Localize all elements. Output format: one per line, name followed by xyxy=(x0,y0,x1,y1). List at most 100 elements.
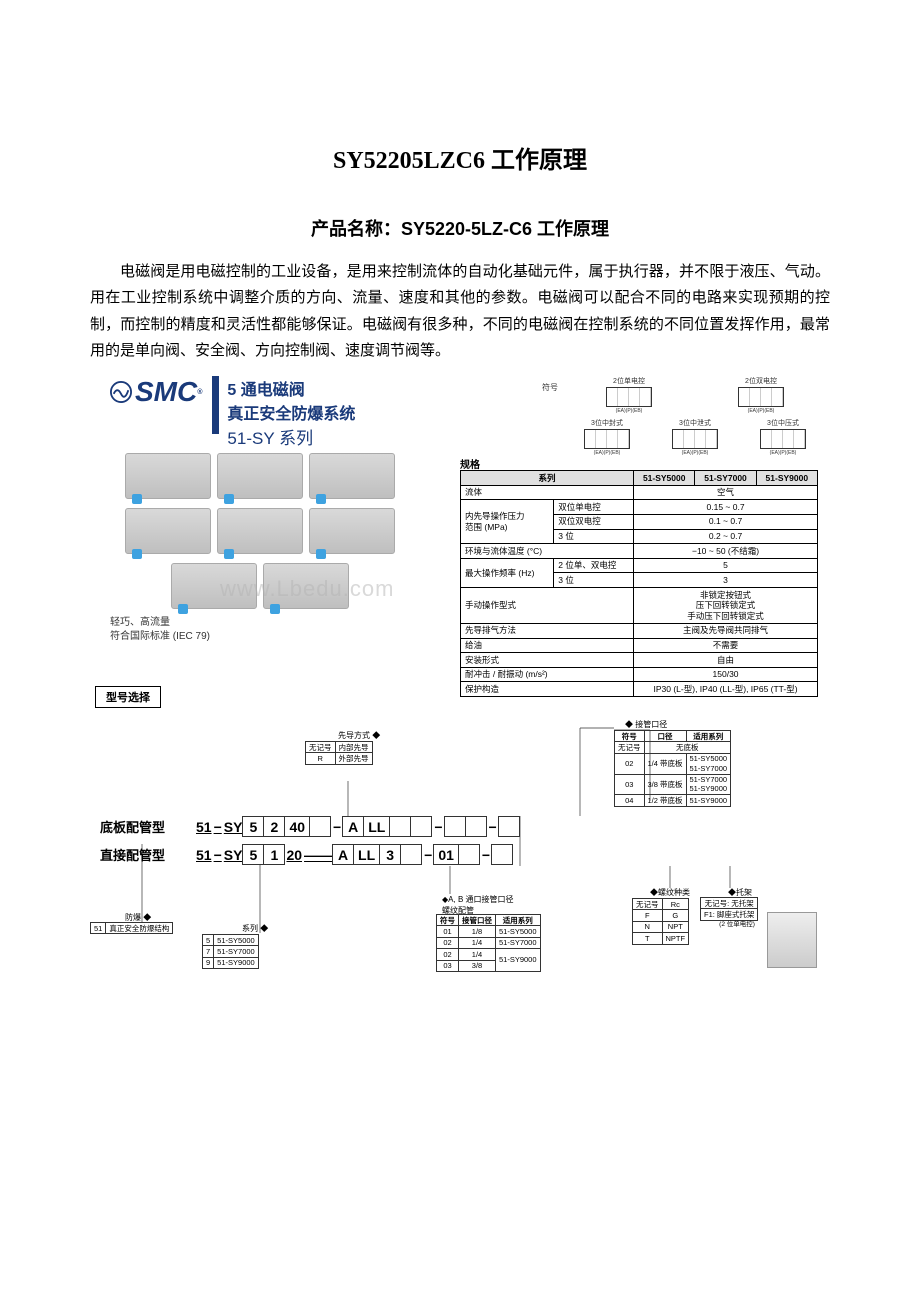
spec-col-3: 51-SY9000 xyxy=(756,471,817,486)
cell: 02 xyxy=(615,753,645,774)
spec-heading: 规格 xyxy=(460,456,480,471)
spec-cell: 0.2 ~ 0.7 xyxy=(634,529,818,544)
valve-icon xyxy=(217,508,303,554)
spec-cell: 内先导操作压力 范围 (MPa) xyxy=(461,500,554,544)
seg: 40 xyxy=(284,816,310,837)
table-thread: 无记号Rc FG NNPT TNPTF xyxy=(632,898,689,945)
cell: 51-SY9000 xyxy=(686,795,731,806)
table-pilot: 无记号内部先导 R外部先导 xyxy=(305,741,373,765)
cell: (2 位单电控) xyxy=(701,920,758,930)
seg: LL xyxy=(353,844,380,865)
seg: 5 xyxy=(242,844,264,865)
seg: —— xyxy=(303,845,333,865)
cell: 1/4 xyxy=(459,949,496,960)
spec-col-2: 51-SY7000 xyxy=(695,471,756,486)
cell: F xyxy=(633,910,663,921)
spec-cell: 3 xyxy=(634,573,818,588)
table-series: 551-SY5000 751-SY7000 951-SY9000 xyxy=(202,934,259,969)
spec-cell: 非锁定按钮式 压下回转锁定式 手动压下回转锁定式 xyxy=(634,588,818,624)
model-row-direct: 直接配管型 51 − SY 5 1 20 —— A LL 3 − 01 − xyxy=(100,844,513,865)
photo-caption-1: 轻巧、高流量 xyxy=(110,616,210,630)
seg xyxy=(458,844,480,865)
cell: 01 xyxy=(437,926,459,937)
spec-cell: 最大操作频率 (Hz) xyxy=(461,558,554,587)
cell: 口径 xyxy=(644,731,686,742)
spec-cell: 耐冲击 / 耐振动 (m/s²) xyxy=(461,667,634,682)
spec-cell: 先导排气方法 xyxy=(461,623,634,638)
cell: 无记号 xyxy=(633,899,663,910)
cell: 51-SY9000 xyxy=(496,949,541,972)
table-bore: 符号口径适用系列 无记号无底板 021/4 带底板51-SY5000 51-SY… xyxy=(614,730,731,807)
cell: 无记号 xyxy=(615,742,645,753)
brand-line-3: 51-SY 系列 xyxy=(227,424,355,449)
main-title: SY52205LZC6 工作原理 xyxy=(90,140,830,175)
seg: A xyxy=(342,816,364,837)
sym-diagram-icon xyxy=(672,429,718,449)
spec-col-0: 系列 xyxy=(461,471,634,486)
seg xyxy=(389,816,411,837)
photo-caption: 轻巧、高流量 符合国际标准 (IEC 79) xyxy=(110,616,210,644)
seg: 3 xyxy=(379,844,401,865)
cell: 无记号 xyxy=(306,742,336,753)
valve-icon xyxy=(309,508,395,554)
intro-paragraph: 电磁阀是用电磁控制的工业设备，是用来控制流体的自动化基础元件，属于执行器，并不限… xyxy=(90,259,830,364)
cell: G xyxy=(662,910,689,921)
spec-cell: 0.15 ~ 0.7 xyxy=(634,500,818,515)
blue-divider-bar xyxy=(212,376,219,434)
cell: 51-SY7000 xyxy=(214,946,259,957)
sym-ports: (EA)(P)(EB) xyxy=(570,408,688,414)
cell: 3/8 xyxy=(459,960,496,971)
spec-cell: IP30 (L-型), IP40 (LL-型), IP65 (TT-型) xyxy=(634,682,818,697)
smc-logo-text: SMC xyxy=(135,376,197,408)
cell: F1: 脚座式托架 xyxy=(701,909,758,920)
figure-area: SMC® 5 通电磁阀 真正安全防爆系统 51-SY 系列 www.Lbedu.… xyxy=(90,376,830,976)
spec-cell: 保护构造 xyxy=(461,682,634,697)
seg: 5 xyxy=(242,816,264,837)
seg: 20 xyxy=(285,845,303,865)
seg xyxy=(465,816,487,837)
table-abport: 符号接管口径适用系列 011/851-SY5000 021/451-SY7000… xyxy=(436,914,541,972)
sym-diagram-icon xyxy=(760,429,806,449)
row1-label: 底板配管型 xyxy=(100,817,195,836)
seg xyxy=(400,844,422,865)
sym-diagram-icon xyxy=(738,387,784,407)
brand-block: SMC® 5 通电磁阀 真正安全防爆系统 51-SY 系列 xyxy=(110,376,355,449)
seg xyxy=(491,844,513,865)
cell: 内部先导 xyxy=(335,742,372,753)
row2-label: 直接配管型 xyxy=(100,845,195,864)
sym-label-2: 2位双电控 xyxy=(702,376,820,386)
label-series: 系列 ◆ xyxy=(242,923,268,934)
seg: − xyxy=(213,817,223,837)
spec-cell: 3 位 xyxy=(554,573,634,588)
sym-label-1: 2位单电控 xyxy=(570,376,688,386)
cell: 5 xyxy=(203,935,214,946)
symbols-label: 符号 xyxy=(542,382,558,393)
cell: 外部先导 xyxy=(335,753,372,764)
valve-icon xyxy=(171,563,257,609)
cell: 51 xyxy=(91,923,106,934)
valve-symbols: 符号 2位单电控 (EA)(P)(EB) 2位双电控 (EA)(P)(EB) 3… xyxy=(570,376,820,460)
cell: 无底板 xyxy=(644,742,731,753)
cell: 03 xyxy=(615,774,645,795)
sym-label-5: 3位中压式 xyxy=(746,418,820,428)
seg: 01 xyxy=(433,844,459,865)
cell: 接管口径 xyxy=(459,915,496,926)
cell: 51-SY9000 xyxy=(214,957,259,968)
sym-ports: (EA)(P)(EB) xyxy=(658,450,732,456)
spec-cell: 双位双电控 xyxy=(554,514,634,529)
spec-cell: 空气 xyxy=(634,485,818,500)
photo-caption-2: 符合国际标准 (IEC 79) xyxy=(110,630,210,644)
spec-cell: 主阀及先导阀共同排气 xyxy=(634,623,818,638)
bracket-image-icon xyxy=(767,912,817,968)
cell: NPTF xyxy=(662,933,689,944)
spec-cell: 2 位单、双电控 xyxy=(554,558,634,573)
cell: 真正安全防爆结构 xyxy=(106,923,173,934)
spec-cell: 流体 xyxy=(461,485,634,500)
seg: 1 xyxy=(263,844,285,865)
sym-ports: (EA)(P)(EB) xyxy=(570,450,644,456)
cell: N xyxy=(633,921,663,932)
spec-cell: −10 ~ 50 (不结霜) xyxy=(634,544,818,559)
cell: 51-SY7000 51-SY9000 xyxy=(686,774,731,795)
cell: 02 xyxy=(437,949,459,960)
smc-logo: SMC® xyxy=(110,376,202,408)
